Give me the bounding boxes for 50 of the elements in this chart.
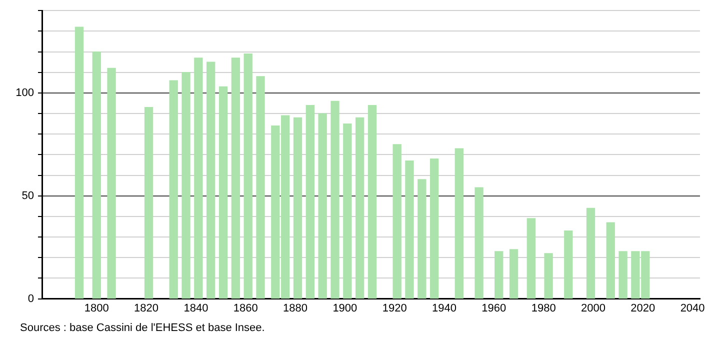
bar — [564, 230, 573, 299]
bar — [144, 107, 154, 299]
bar — [182, 72, 190, 299]
y-tick-label: 50 — [22, 190, 34, 202]
bar — [618, 251, 628, 299]
x-tick-label: 1820 — [134, 302, 159, 314]
bar — [526, 218, 536, 299]
x-tick-label: 1880 — [283, 302, 308, 314]
bar — [544, 253, 553, 299]
bar — [355, 117, 364, 299]
x-tick-label: 1980 — [531, 302, 556, 314]
bar — [343, 123, 352, 299]
bar — [586, 208, 596, 299]
bar — [606, 222, 615, 299]
bar — [206, 62, 216, 299]
bar — [92, 51, 101, 299]
x-tick-label: 1960 — [482, 302, 506, 314]
x-tick-label: 1940 — [432, 302, 456, 314]
source-note: Sources : base Cassini de l'EHESS et base Insee. — [20, 322, 265, 334]
bar — [392, 144, 402, 299]
x-tick-label: 1920 — [382, 302, 407, 314]
bar — [194, 58, 203, 299]
y-tick-label: 0 — [28, 292, 34, 305]
bar — [405, 160, 414, 299]
x-tick-label: 1860 — [233, 302, 258, 314]
bar — [74, 26, 84, 299]
bar — [494, 251, 504, 299]
bar — [454, 148, 464, 299]
x-tick-label: 1800 — [84, 302, 109, 314]
bar — [169, 80, 178, 299]
x-tick-label: 2020 — [630, 302, 656, 314]
bar — [474, 187, 484, 299]
bar — [107, 68, 116, 299]
bar — [218, 86, 228, 299]
y-tick-label: 100 — [16, 86, 34, 99]
bar — [256, 76, 265, 299]
bar — [330, 100, 340, 299]
x-tick-label: 1840 — [184, 302, 208, 314]
bar — [430, 158, 439, 299]
bar — [306, 104, 314, 299]
x-tick-label: 1900 — [332, 302, 358, 314]
bar — [509, 249, 518, 299]
bar — [418, 179, 426, 299]
x-tick-label: 2040 — [680, 302, 705, 314]
bar — [231, 58, 240, 299]
bar — [318, 113, 327, 299]
bar — [368, 104, 377, 299]
x-tick-label: 2000 — [580, 302, 606, 314]
bar — [293, 117, 302, 299]
bar — [244, 54, 252, 299]
